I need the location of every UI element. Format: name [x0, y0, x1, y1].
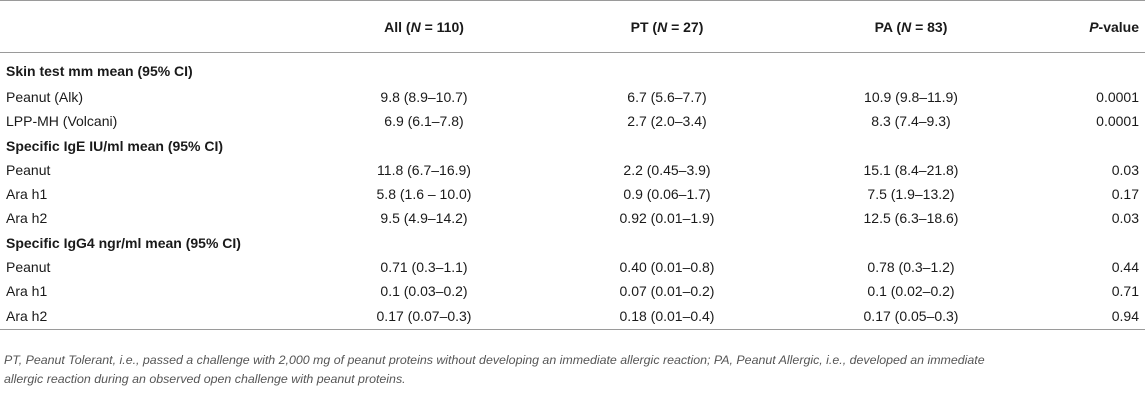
header-p-italic: P — [1089, 18, 1099, 35]
cell-pt: 6.7 (5.6–7.7) — [627, 89, 707, 105]
table-row: Peanut (Alk) 9.8 (8.9–10.7) 6.7 (5.6–7.7… — [0, 85, 1145, 109]
header-pt-n: N — [657, 18, 668, 35]
cell-pt: 0.18 (0.01–0.4) — [548, 303, 786, 330]
row-label: Peanut — [6, 259, 51, 275]
cell-pa: 12.5 (6.3–18.6) — [863, 210, 959, 226]
section-row-skin-test: Skin test mm mean (95% CI) — [0, 53, 1145, 86]
cell-all: 6.9 (6.1–7.8) — [384, 113, 464, 129]
cell-all: 5.8 (1.6 – 10.0) — [376, 186, 472, 202]
header-row: All (N = 110) PT (N = 27) PA (N = 83) P-… — [0, 0, 1145, 53]
header-all: All (N = 110) — [300, 0, 548, 53]
cell-all: 11.8 (6.7–16.9) — [377, 162, 471, 178]
footnote-line-2: allergic reaction during an observed ope… — [4, 372, 406, 386]
table-footnote: PT, Peanut Tolerant, i.e., passed a chal… — [4, 351, 1139, 389]
cell-pt: 0.40 (0.01–0.8) — [619, 259, 715, 275]
cell-pa: 10.9 (9.8–11.9) — [864, 89, 958, 105]
header-pa-suffix: = 83) — [911, 18, 948, 35]
section-row-specific-igg4: Specific IgG4 ngr/ml mean (95% CI) — [0, 230, 1145, 255]
cell-pa: 15.1 (8.4–21.8) — [863, 162, 959, 178]
table-header: All (N = 110) PT (N = 27) PA (N = 83) P-… — [0, 0, 1145, 53]
header-blank — [0, 0, 300, 53]
table-row: Ara h1 0.1 (0.03–0.2) 0.07 (0.01–0.2) 0.… — [0, 279, 1145, 303]
cell-p-value: 0.0001 — [1096, 89, 1139, 105]
table-row: Peanut 11.8 (6.7–16.9) 2.2 (0.45–3.9) 15… — [0, 158, 1145, 182]
cell-p-value: 0.0001 — [1096, 113, 1139, 129]
section-title: Skin test mm mean (95% CI) — [6, 63, 193, 79]
section-title: Specific IgG4 ngr/ml mean (95% CI) — [6, 234, 241, 251]
cell-all: 9.5 (4.9–14.2) — [380, 210, 468, 226]
section-row-specific-ige: Specific IgE IU/ml mean (95% CI) — [0, 133, 1145, 158]
header-all-n: N — [410, 18, 421, 35]
cell-p-value: 0.03 — [1111, 162, 1139, 178]
table-row: Peanut 0.71 (0.3–1.1) 0.40 (0.01–0.8) 0.… — [0, 255, 1145, 279]
header-pa: PA (N = 83) — [786, 0, 1036, 53]
row-label: Ara h1 — [6, 283, 48, 299]
section-title: Specific IgE IU/ml mean (95% CI) — [6, 137, 224, 154]
row-label: Peanut — [6, 162, 51, 178]
cell-pt: 0.07 (0.01–0.2) — [619, 283, 715, 299]
cell-pa: 0.17 (0.05–0.3) — [786, 303, 1036, 330]
cell-p-value: 0.94 — [1036, 303, 1145, 330]
cell-all: 0.71 (0.3–1.1) — [380, 259, 468, 275]
table-body: Skin test mm mean (95% CI) Peanut (Alk) … — [0, 53, 1145, 330]
header-all-suffix: = 110) — [420, 18, 464, 35]
row-label: Ara h1 — [6, 186, 48, 202]
results-table-container: All (N = 110) PT (N = 27) PA (N = 83) P-… — [0, 0, 1145, 330]
results-table: All (N = 110) PT (N = 27) PA (N = 83) P-… — [0, 0, 1145, 330]
header-pa-n: N — [901, 18, 912, 35]
cell-pa: 7.5 (1.9–13.2) — [867, 186, 955, 202]
cell-pa: 8.3 (7.4–9.3) — [871, 113, 951, 129]
cell-all: 0.17 (0.07–0.3) — [300, 303, 548, 330]
header-all-prefix: All ( — [384, 18, 411, 35]
cell-p-value: 0.03 — [1111, 210, 1139, 226]
cell-pa: 0.78 (0.3–1.2) — [867, 259, 955, 275]
table-row: Ara h1 5.8 (1.6 – 10.0) 0.9 (0.06–1.7) 7… — [0, 182, 1145, 206]
cell-pt: 2.2 (0.45–3.9) — [623, 162, 711, 178]
cell-pt: 0.92 (0.01–1.9) — [619, 210, 715, 226]
table-row: Ara h2 9.5 (4.9–14.2) 0.92 (0.01–1.9) 12… — [0, 206, 1145, 230]
cell-pa: 0.1 (0.02–0.2) — [867, 283, 955, 299]
row-label: Ara h2 — [6, 210, 48, 226]
footnote-line-1: PT, Peanut Tolerant, i.e., passed a chal… — [4, 353, 985, 367]
cell-pt: 0.9 (0.06–1.7) — [623, 186, 711, 202]
table-row: LPP-MH (Volcani) 6.9 (6.1–7.8) 2.7 (2.0–… — [0, 109, 1145, 133]
row-label: LPP-MH (Volcani) — [6, 113, 118, 129]
row-label: Ara h2 — [0, 303, 300, 330]
cell-all: 0.1 (0.03–0.2) — [380, 283, 468, 299]
cell-p-value: 0.71 — [1111, 283, 1139, 299]
header-pa-prefix: PA ( — [874, 18, 902, 35]
header-p-value: P-value — [1036, 0, 1145, 53]
header-pt-suffix: = 27) — [667, 18, 704, 35]
cell-p-value: 0.17 — [1111, 186, 1139, 202]
cell-all: 9.8 (8.9–10.7) — [380, 89, 468, 105]
cell-pt: 2.7 (2.0–3.4) — [627, 113, 707, 129]
row-label: Peanut (Alk) — [6, 89, 84, 105]
header-p-suffix: -value — [1098, 18, 1139, 35]
cell-p-value: 0.44 — [1111, 259, 1139, 275]
header-pt: PT (N = 27) — [548, 0, 786, 53]
table-row: Ara h2 0.17 (0.07–0.3) 0.18 (0.01–0.4) 0… — [0, 303, 1145, 330]
header-pt-prefix: PT ( — [630, 18, 658, 35]
